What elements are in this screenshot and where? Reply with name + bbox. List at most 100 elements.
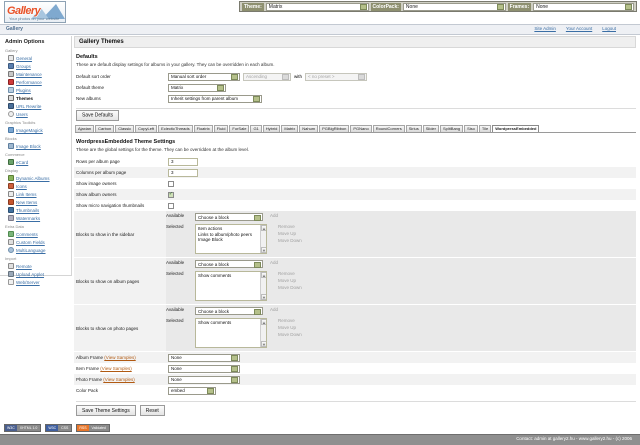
tab-roundcorners[interactable]: RoundCorners: [372, 124, 405, 132]
scroll-up-icon[interactable]: ▲: [261, 272, 266, 278]
your-account-link[interactable]: Your Account: [565, 26, 593, 31]
save-defaults-button[interactable]: Save Defaults: [76, 109, 120, 121]
sidebar-item-themes[interactable]: Themes: [4, 94, 71, 102]
columns-per-album-input[interactable]: 3: [168, 168, 198, 177]
tab-g1[interactable]: G1: [250, 124, 262, 132]
toolbar-frames-select[interactable]: None: [533, 2, 635, 11]
toolbar-theme-select[interactable]: Matrix: [265, 2, 369, 11]
reset-button[interactable]: Reset: [139, 405, 165, 416]
logout-link[interactable]: Logout: [602, 26, 616, 31]
rss-validated-badge[interactable]: RSS Validated: [76, 424, 110, 432]
sidebar-move-up-button[interactable]: Move Up: [278, 231, 297, 236]
sidebar-item-upload-applet[interactable]: Upload Applet: [4, 270, 71, 278]
tab-siso[interactable]: Siso: [464, 124, 478, 132]
new-albums-select[interactable]: Inherit settings from parent album: [168, 94, 262, 103]
sidebar-selected-blocks-list[interactable]: Item actions Links to album/photo peers …: [195, 224, 267, 254]
scroll-up-icon[interactable]: ▲: [261, 225, 266, 231]
tab-eclecticthreads[interactable]: EclecticThreads: [158, 124, 193, 132]
save-theme-settings-button[interactable]: Save Theme Settings: [76, 405, 136, 416]
w3c-css-badge[interactable]: W3C CSS: [45, 424, 73, 432]
photo-remove-block-button[interactable]: Remove: [278, 318, 295, 323]
site-admin-link[interactable]: Site Admin: [534, 26, 556, 31]
scroll-up-icon[interactable]: ▲: [261, 319, 266, 325]
sort-preset-select[interactable]: < no preset >: [305, 72, 368, 81]
scrollbar[interactable]: ▲ ▼: [260, 319, 266, 347]
tab-pgnano[interactable]: PGNano: [350, 124, 372, 132]
sidebar-item-users[interactable]: Users: [4, 110, 71, 118]
album-remove-block-button[interactable]: Remove: [278, 271, 295, 276]
tab-hybrid[interactable]: Hybrid: [262, 124, 281, 132]
sidebar-item-new-items[interactable]: New Items: [4, 198, 71, 206]
tab-carbon[interactable]: Carbon: [95, 124, 115, 132]
sidebar-item-comments[interactable]: Comments: [4, 230, 71, 238]
sidebar-item-performance[interactable]: Performance: [4, 78, 71, 86]
album-selected-blocks-list[interactable]: Show comments ▲ ▼: [195, 271, 267, 301]
photo-frame-view-samples-link[interactable]: (View Samples): [103, 377, 135, 382]
tab-splitbang[interactable]: SplitBang: [440, 124, 464, 132]
sidebar-add-block-button[interactable]: Add: [270, 213, 279, 218]
item-frame-select[interactable]: None: [168, 364, 240, 373]
sidebar-item-imagemagick[interactable]: ImageMagick: [4, 126, 71, 134]
sidebar-item-dynamic-albums[interactable]: Dynamic Albums: [4, 174, 71, 182]
rows-per-album-input[interactable]: 3: [168, 157, 198, 166]
photo-frame-select[interactable]: None: [168, 375, 240, 384]
tab-nahum[interactable]: Nahum: [299, 124, 319, 132]
show-album-owners-checkbox[interactable]: ✓: [168, 191, 174, 198]
scrollbar[interactable]: ▲ ▼: [260, 225, 266, 253]
sidebar-item-plugins[interactable]: Plugins: [4, 86, 71, 94]
tab-wordpressembedded[interactable]: WordpressEmbedded: [492, 124, 540, 132]
sidebar-item-ecard[interactable]: eCard: [4, 158, 71, 166]
w3c-xhtml-badge[interactable]: W3C XHTML 1.0: [4, 424, 42, 432]
tab-ajaxian[interactable]: Ajaxian: [75, 124, 95, 132]
breadcrumb[interactable]: Gallery: [6, 26, 23, 32]
tab-classic[interactable]: Classic: [115, 124, 135, 132]
sort-direction-select[interactable]: Ascending: [243, 72, 291, 81]
gallery-logo[interactable]: Gallery Your photos on your website: [4, 1, 66, 23]
sidebar-item-watermarks[interactable]: Watermarks: [4, 214, 71, 222]
tab-forsale[interactable]: ForSale: [229, 124, 250, 132]
tab-pgblgribbon[interactable]: PGBlgRibbon: [319, 124, 350, 132]
default-sort-order-select[interactable]: Manual sort order: [168, 72, 240, 81]
photo-add-block-button[interactable]: Add: [270, 307, 279, 312]
sidebar-item-remote[interactable]: Remote: [4, 262, 71, 270]
tab-slider[interactable]: Slider: [422, 124, 439, 132]
sidebar-available-block-select[interactable]: Choose a block: [195, 213, 263, 221]
tab-sirius[interactable]: Sirius: [405, 124, 422, 132]
item-frame-view-samples-link[interactable]: (View Samples): [100, 366, 132, 371]
tab-copyleft[interactable]: CopyLeft: [135, 124, 158, 132]
sidebar-move-down-button[interactable]: Move Down: [278, 238, 302, 243]
album-frame-view-samples-link[interactable]: (View Samples): [104, 355, 136, 360]
album-move-up-button[interactable]: Move Up: [278, 278, 297, 283]
sidebar-item-url-rewrite[interactable]: URL Rewrite: [4, 102, 71, 110]
sidebar-item-general[interactable]: General: [4, 54, 71, 62]
sidebar-item-maintenance[interactable]: Maintenance: [4, 70, 71, 78]
list-item[interactable]: Show comments: [198, 320, 232, 325]
show-micro-nav-checkbox[interactable]: [168, 202, 174, 209]
photo-selected-blocks-list[interactable]: Show comments ▲ ▼: [195, 318, 267, 348]
toolbar-colorpack-select[interactable]: None: [402, 2, 506, 11]
sidebar-item-thumbnails[interactable]: Thumbnails: [4, 206, 71, 214]
photo-available-block-select[interactable]: Choose a block: [195, 307, 263, 315]
sidebar-item-groups[interactable]: Groups: [4, 62, 71, 70]
scroll-down-icon[interactable]: ▼: [261, 341, 266, 347]
sidebar-item-icons[interactable]: Icons: [4, 182, 71, 190]
list-item[interactable]: Links to album/photo peers: [198, 231, 253, 237]
default-theme-select[interactable]: Matrix: [168, 83, 226, 92]
tab-floatrix[interactable]: Floatrix: [193, 124, 213, 132]
sidebar-item-image-block[interactable]: Image Block: [4, 142, 71, 150]
album-frame-select[interactable]: None: [168, 353, 240, 362]
scroll-down-icon[interactable]: ▼: [261, 247, 266, 253]
photo-move-up-button[interactable]: Move Up: [278, 325, 297, 330]
tab-matrix[interactable]: Matrix: [281, 124, 299, 132]
photo-move-down-button[interactable]: Move Down: [278, 332, 302, 337]
list-item[interactable]: Item actions: [198, 226, 223, 231]
sidebar-remove-block-button[interactable]: Remove: [278, 224, 295, 229]
scrollbar[interactable]: ▲ ▼: [260, 272, 266, 300]
color-pack-select[interactable]: embed: [168, 386, 216, 395]
sidebar-item-web-server[interactable]: Web/Server: [4, 278, 71, 286]
list-item[interactable]: Image Block: [198, 237, 223, 242]
sidebar-item-custom-fields[interactable]: Custom Fields: [4, 238, 71, 246]
album-available-block-select[interactable]: Choose a block: [195, 260, 263, 268]
sidebar-item-link-items[interactable]: Link Items: [4, 190, 71, 198]
scroll-down-icon[interactable]: ▼: [261, 294, 266, 300]
